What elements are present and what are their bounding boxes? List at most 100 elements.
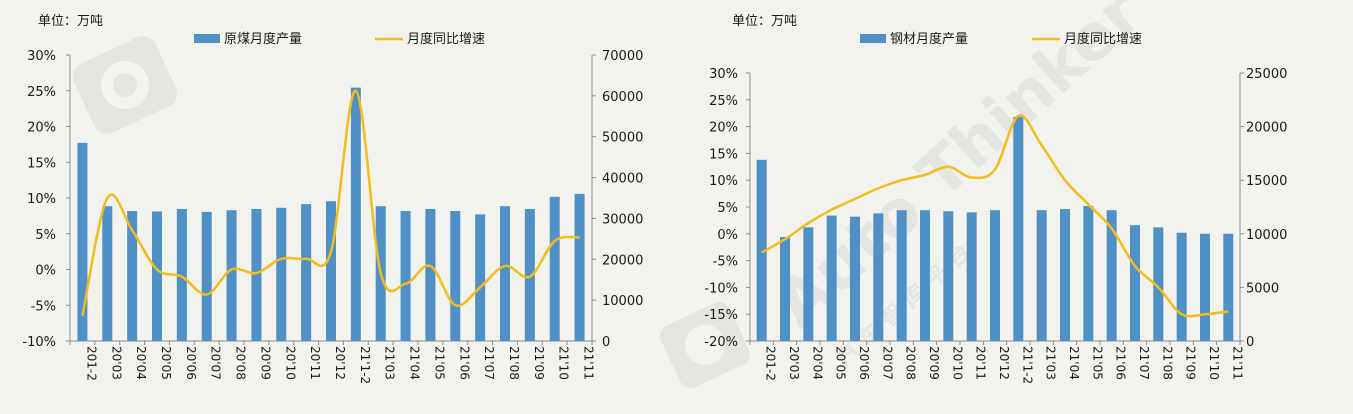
x-tick-label: 21'05: [1090, 346, 1104, 380]
bar: [450, 211, 460, 341]
x-tick-label: 21'05: [432, 346, 446, 380]
x-tick-label: 21'11: [582, 346, 596, 380]
left-tick-label: 30%: [709, 67, 738, 82]
bar: [276, 208, 286, 341]
bar: [550, 197, 560, 341]
left-tick-label: -20%: [704, 335, 738, 350]
x-tick-label: 20'12: [997, 346, 1011, 380]
x-tick-label: 20'04: [810, 346, 824, 380]
x-tick-label: 20'03: [787, 346, 801, 380]
x-tick-label: 20'04: [134, 346, 148, 380]
right-tick-label: 40000: [602, 172, 643, 187]
x-tick-label: 20'11: [974, 346, 988, 380]
right-tick-label: 25000: [1246, 67, 1287, 82]
x-tick-label: 21'03: [1044, 346, 1058, 380]
bar: [1013, 117, 1023, 341]
bar: [990, 210, 1000, 341]
x-tick-label: 21'06: [457, 346, 471, 380]
x-tick-label: 20'07: [880, 346, 894, 380]
left-tick-label: -5%: [31, 299, 56, 314]
x-tick-label: 21'04: [1067, 346, 1081, 380]
bar: [202, 212, 212, 341]
left-tick-label: 20%: [27, 121, 56, 136]
x-tick-label: 21'03: [383, 346, 397, 380]
bar: [1177, 233, 1187, 341]
bar: [780, 237, 790, 341]
left-tick-label: 5%: [35, 228, 56, 243]
x-tick-label: 20'10: [950, 346, 964, 380]
eye-logo-icon: [68, 32, 182, 139]
right-tick-label: 20000: [602, 253, 643, 268]
bar: [401, 211, 411, 341]
bar: [575, 194, 585, 341]
left-tick-label: -10%: [704, 281, 738, 296]
bar: [425, 209, 435, 341]
x-tick-label: 20'08: [234, 346, 248, 380]
x-tick-label: 21'1-2: [1020, 346, 1034, 384]
bar: [943, 211, 953, 341]
x-tick-label: 20'08: [904, 346, 918, 380]
bar: [967, 212, 977, 341]
right-tick-label: 20000: [1246, 121, 1287, 136]
bar: [1060, 209, 1070, 341]
bar: [326, 201, 336, 341]
legend-bar-label: 钢材月度产量: [890, 31, 968, 47]
x-tick-label: 20'03: [109, 346, 123, 380]
bar: [873, 213, 883, 341]
x-tick-label: 21'04: [408, 346, 422, 380]
unit-label: 单位：万吨: [732, 14, 797, 29]
x-tick-label: 201-2: [84, 346, 98, 381]
bar: [251, 209, 261, 341]
unit-label: 单位：万吨: [38, 14, 103, 29]
x-tick-label: 20'05: [159, 346, 173, 380]
left-tick-label: 15%: [27, 156, 56, 171]
bar: [301, 204, 311, 341]
x-tick-label: 20'09: [927, 346, 941, 380]
left-tick-label: 0%: [717, 228, 738, 243]
x-tick-label: 20'05: [834, 346, 848, 380]
bar: [1200, 234, 1210, 341]
left-tick-label: -5%: [713, 255, 738, 270]
bar: [227, 210, 237, 341]
left-tick-label: 5%: [717, 201, 738, 216]
x-tick-label: 21'10: [557, 346, 571, 380]
bar: [920, 210, 930, 341]
x-tick-label: 21'09: [532, 346, 546, 380]
legend-bar-label: 原煤月度产量: [224, 31, 302, 47]
x-tick-label: 21'11: [1230, 346, 1244, 380]
right-tick-label: 5000: [1246, 281, 1279, 296]
x-tick-label: 21'1-2: [358, 346, 372, 384]
left-tick-label: 10%: [709, 174, 738, 189]
x-tick-label: 21'08: [1160, 346, 1174, 380]
left-tick-label: -10%: [22, 335, 56, 350]
bar: [1223, 234, 1233, 341]
left-tick-label: -15%: [704, 308, 738, 323]
right-tick-label: 50000: [602, 131, 643, 146]
right-tick-label: 70000: [602, 49, 643, 64]
right-tick-label: 0: [602, 335, 610, 350]
x-tick-label: 20'11: [308, 346, 322, 380]
x-tick-label: 20'06: [184, 346, 198, 380]
x-tick-label: 20'07: [209, 346, 223, 380]
right-tick-label: 30000: [602, 212, 643, 227]
bar: [850, 217, 860, 341]
x-tick-label: 21'07: [482, 346, 496, 380]
right-tick-label: 10000: [1246, 228, 1287, 243]
left-tick-label: 15%: [709, 147, 738, 162]
bar: [897, 210, 907, 341]
x-tick-label: 21'06: [1114, 346, 1128, 380]
bar: [475, 214, 485, 341]
bar: [1083, 206, 1093, 341]
x-tick-label: 21'08: [507, 346, 521, 380]
x-tick-label: 21'07: [1137, 346, 1151, 380]
right-tick-label: 60000: [602, 90, 643, 105]
bar: [1130, 225, 1140, 341]
left-tick-label: 0%: [35, 264, 56, 279]
legend-line-label: 月度同比增速: [1064, 31, 1142, 47]
left-tick-label: 30%: [27, 49, 56, 64]
right-tick-label: 0: [1246, 335, 1254, 350]
bar: [827, 216, 837, 341]
legend-line-label: 月度同比增速: [407, 31, 485, 47]
x-tick-label: 21'09: [1184, 346, 1198, 380]
